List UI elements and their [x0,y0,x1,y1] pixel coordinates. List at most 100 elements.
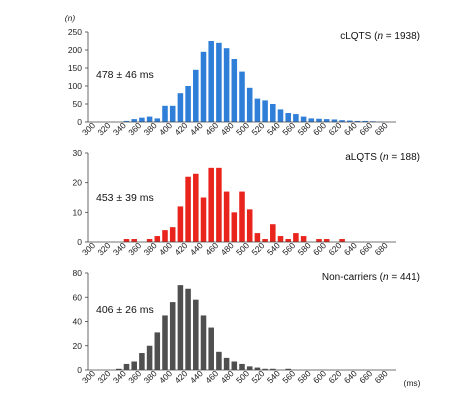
y-tick-label: 200 [68,45,82,55]
n-symbol: n [383,152,389,163]
bar [231,212,238,242]
bar [347,120,353,122]
bar [262,100,268,122]
bar [146,239,153,242]
x-tick-label: 400 [157,120,174,137]
x-tick-label: 580 [296,240,313,257]
y-tick-label: 20 [73,178,83,188]
x-tick-label: 520 [249,240,266,257]
x-tick-label: 580 [296,120,313,137]
mean-sd-label: 406 ± 26 ms [96,304,154,316]
bar [285,368,291,370]
x-tick-label: 600 [311,240,328,257]
bar [285,113,291,122]
x-tick-label: 300 [80,120,97,137]
series-label: aLQTS (n = 188) [345,152,420,163]
bar [169,302,176,370]
bar [169,105,176,122]
bar [177,285,184,370]
bar [231,59,238,122]
x-tick-label: 340 [111,240,128,257]
series-label-n: n = 441) [383,272,420,283]
mean-sd-label: 453 ± 39 ms [96,192,154,204]
x-tick-label: 380 [142,120,159,137]
x-tick-label: 300 [80,368,97,385]
x-tick-label: 680 [373,240,390,257]
bar [193,173,199,242]
x-tick-label: 320 [95,120,112,137]
bar [139,117,145,122]
y-tick-label: 0 [77,365,82,375]
x-tick-label: 500 [234,240,251,257]
y-tick-label: 250 [68,27,82,37]
bar [162,105,168,122]
y-tick-label: 10 [73,207,83,217]
bar [154,118,161,122]
x-tick-label: 500 [234,120,251,137]
x-tick-label: 520 [249,120,266,137]
bar [239,71,245,122]
x-tick-label: 560 [280,368,297,385]
x-tick-label: 540 [265,368,282,385]
y-tick-label: 20 [73,341,83,351]
bar [131,119,137,122]
bar [131,239,137,242]
x-tick-label: 540 [265,240,282,257]
y-unit-label: (n) [65,13,76,23]
x-tick-label: 320 [95,368,112,385]
x-tick-label: 680 [373,368,390,385]
bar [300,116,307,122]
bar [262,239,268,242]
bar [323,239,330,242]
bar [185,176,191,242]
x-tick-label: 320 [95,240,112,257]
bar [146,345,153,370]
bar [193,69,199,122]
x-tick-label: 560 [280,120,297,137]
x-tick-label: 600 [311,120,328,137]
bar [254,98,261,122]
x-tick-label: 420 [172,120,189,137]
bar [216,167,222,242]
bar [200,197,207,242]
bar [254,367,261,370]
bar [123,120,130,122]
x-tick-label: 420 [172,240,189,257]
x-tick-label: 640 [342,368,359,385]
x-tick-label: 660 [357,368,374,385]
bar [169,227,176,242]
bar [270,224,276,242]
bar [246,87,253,122]
bar [270,368,276,370]
x-tick-label: 620 [326,120,343,137]
x-unit-label: (ms) [404,378,421,388]
x-tick-label: 340 [111,120,128,137]
bar [308,118,315,122]
x-tick-label: 360 [126,120,143,137]
bar [316,239,322,242]
bar [200,51,207,122]
bar [162,315,168,370]
x-tick-label: 340 [111,368,128,385]
bar [254,233,261,242]
x-tick-label: 600 [311,368,328,385]
series-label-n: n = 1938) [377,31,420,42]
bar [362,120,368,122]
x-tick-label: 380 [142,368,159,385]
bar [246,366,253,370]
x-tick-label: 440 [188,120,205,137]
y-tick-label: 40 [73,317,83,327]
y-tick-label: 50 [73,99,83,109]
series-label-main: aLQTS ( [345,152,383,163]
x-tick-label: 440 [188,368,205,385]
x-tick-label: 540 [265,120,282,137]
bar [131,361,137,370]
x-tick-label: 400 [157,240,174,257]
bar [277,109,284,122]
bar [354,120,361,122]
bar [339,120,345,122]
y-tick-label: 60 [73,292,83,302]
x-tick-label: 640 [342,120,359,137]
